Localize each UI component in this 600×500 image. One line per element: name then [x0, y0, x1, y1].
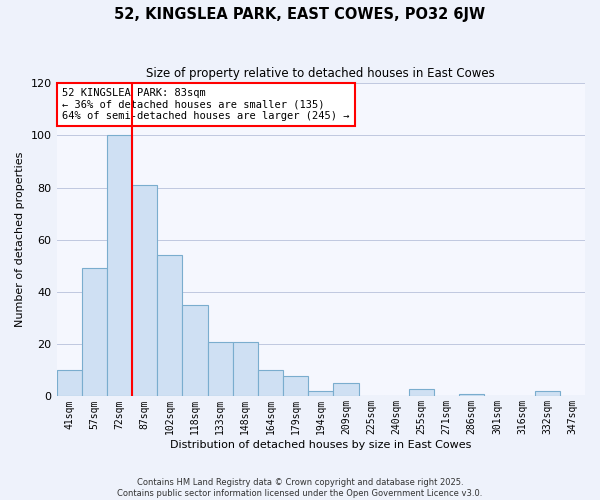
Title: Size of property relative to detached houses in East Cowes: Size of property relative to detached ho… [146, 68, 495, 80]
Bar [283, 376, 308, 396]
Bar [535, 391, 560, 396]
Text: 52 KINGSLEA PARK: 83sqm
← 36% of detached houses are smaller (135)
64% of semi-d: 52 KINGSLEA PARK: 83sqm ← 36% of detache… [62, 88, 349, 121]
Bar [233, 342, 258, 396]
Text: Contains HM Land Registry data © Crown copyright and database right 2025.
Contai: Contains HM Land Registry data © Crown c… [118, 478, 482, 498]
Bar [208, 342, 233, 396]
Bar [334, 384, 359, 396]
Bar [157, 256, 182, 396]
Bar [56, 370, 82, 396]
Y-axis label: Number of detached properties: Number of detached properties [15, 152, 25, 328]
Bar [459, 394, 484, 396]
Bar [182, 305, 208, 396]
Bar [258, 370, 283, 396]
Bar [308, 391, 334, 396]
Bar [132, 185, 157, 396]
X-axis label: Distribution of detached houses by size in East Cowes: Distribution of detached houses by size … [170, 440, 472, 450]
Bar [409, 388, 434, 396]
Text: 52, KINGSLEA PARK, EAST COWES, PO32 6JW: 52, KINGSLEA PARK, EAST COWES, PO32 6JW [115, 8, 485, 22]
Bar [82, 268, 107, 396]
Bar [107, 136, 132, 396]
